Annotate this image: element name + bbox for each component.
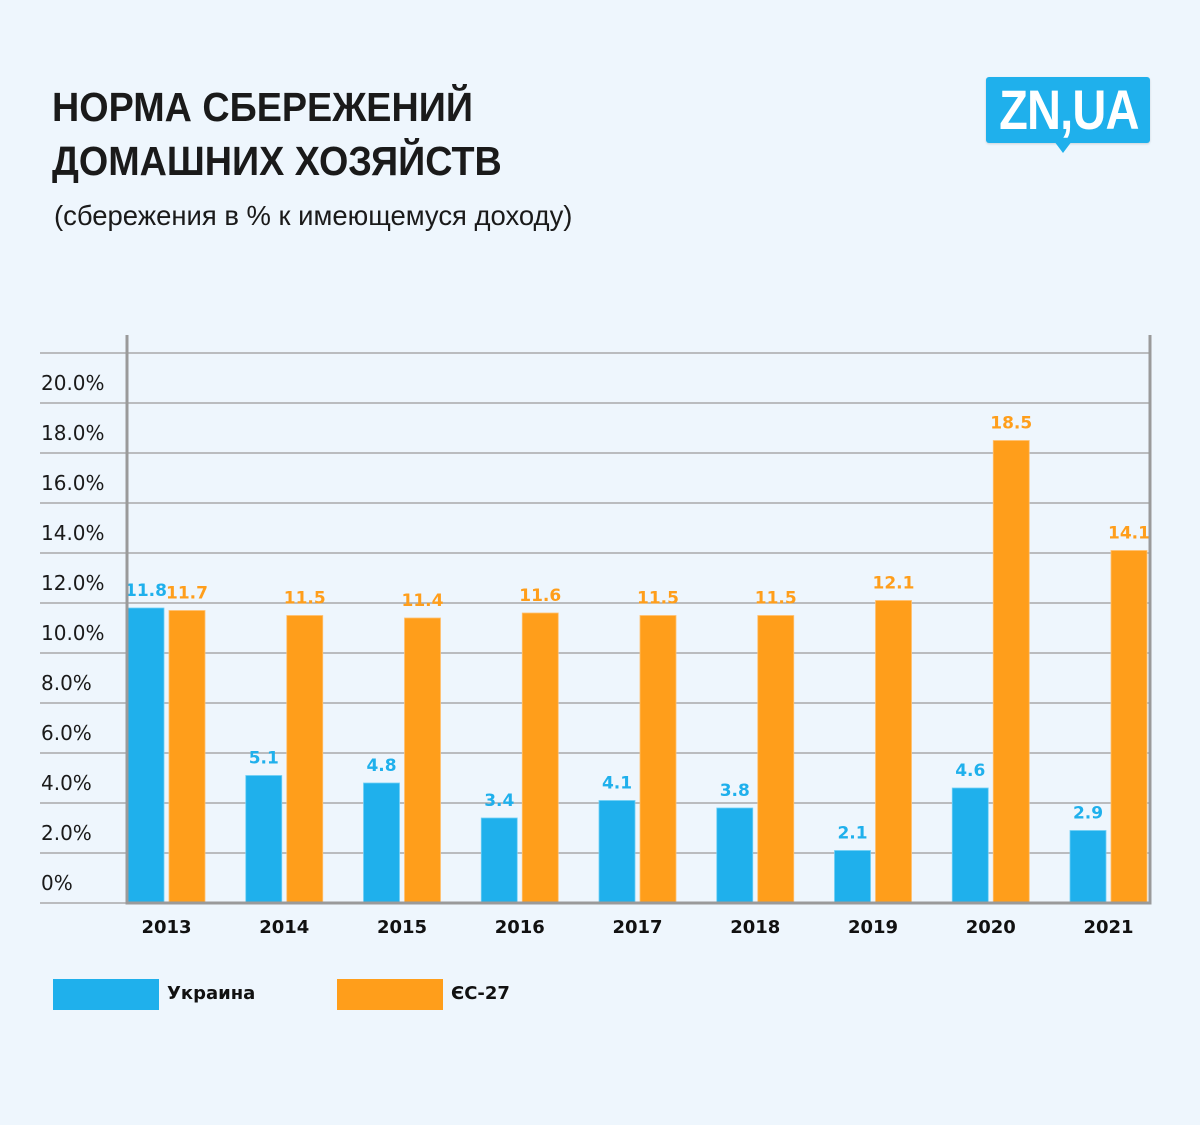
value-label-eu27: 12.1 bbox=[873, 574, 915, 594]
y-tick-label: 14.0% bbox=[41, 521, 105, 545]
y-tick-label: 16.0% bbox=[41, 471, 105, 495]
bar-eu27-2021 bbox=[1110, 550, 1148, 904]
bar-eu27-2016 bbox=[521, 612, 559, 904]
value-label-ukraine: 2.9 bbox=[1073, 804, 1103, 824]
legend-label-eu27: ЄС-27 bbox=[451, 983, 510, 1004]
x-tick-label: 2015 bbox=[377, 917, 427, 938]
value-label-ukraine: 3.8 bbox=[720, 781, 750, 801]
bar-eu27-2020 bbox=[992, 440, 1030, 904]
logo-text: ZN,UA bbox=[999, 78, 1139, 141]
value-label-eu27: 11.5 bbox=[637, 589, 679, 609]
bar-ukraine-2021 bbox=[1069, 830, 1107, 904]
x-tick-label: 2018 bbox=[730, 917, 780, 938]
y-tick-label: 8.0% bbox=[41, 671, 92, 695]
bar-ukraine-2020 bbox=[951, 787, 989, 904]
zn-ua-logo: ZN,UA bbox=[986, 77, 1150, 153]
legend-swatch-eu27 bbox=[337, 979, 443, 1010]
value-label-ukraine: 2.1 bbox=[837, 824, 867, 844]
bar-ukraine-2014 bbox=[245, 775, 283, 904]
value-label-ukraine: 4.1 bbox=[602, 774, 632, 794]
bar-ukraine-2019 bbox=[834, 850, 871, 904]
y-tick-label: 12.0% bbox=[41, 571, 105, 595]
bar-eu27-2017 bbox=[639, 615, 677, 904]
x-tick-label: 2017 bbox=[612, 917, 662, 938]
value-labels: 11.8 11.7 5.1 11.5 4.8 11.4 3.4 11.6 4.1 11.5 3.8 1… bbox=[125, 414, 1150, 844]
value-label-ukraine: 3.4 bbox=[484, 791, 514, 811]
bar-eu27-2015 bbox=[404, 617, 441, 904]
bar-ukraine-2013 bbox=[127, 607, 165, 904]
x-tick-label: 2014 bbox=[259, 917, 309, 938]
y-tick-label: 0% bbox=[41, 871, 73, 895]
y-tick-label: 18.0% bbox=[41, 421, 105, 445]
logo-speech-bubble-tail bbox=[1054, 141, 1072, 153]
x-tick-label: 2016 bbox=[495, 917, 545, 938]
value-label-eu27: 11.6 bbox=[519, 586, 561, 606]
chart-title: НОРМА СБЕРЕЖЕНИЙ ДОМАШНИХ ХОЗЯЙСТВ bbox=[52, 80, 502, 188]
x-axis-tick-labels: 2013 2014 2015 2016 2017 2018 2019 2020 2021 bbox=[141, 917, 1133, 938]
value-label-ukraine: 11.8 bbox=[125, 581, 167, 601]
value-label-ukraine: 4.8 bbox=[366, 756, 396, 776]
value-label-eu27: 11.4 bbox=[402, 591, 444, 611]
bar-ukraine-2016 bbox=[480, 817, 518, 904]
chart-subtitle: (сбережения в % к имеющемуся доходу) bbox=[54, 200, 573, 231]
bar-ukraine-2018 bbox=[716, 807, 754, 904]
x-tick-label: 2020 bbox=[966, 917, 1016, 938]
value-label-eu27: 11.5 bbox=[284, 589, 326, 609]
value-label-eu27: 14.1 bbox=[1108, 524, 1150, 544]
chart-title-line-2: ДОМАШНИХ ХОЗЯЙСТВ bbox=[52, 138, 502, 184]
bar-eu27-2013 bbox=[168, 610, 206, 904]
value-label-ukraine: 4.6 bbox=[955, 761, 985, 781]
bars bbox=[127, 440, 1148, 904]
bar-ukraine-2015 bbox=[363, 782, 400, 904]
value-label-eu27: 11.7 bbox=[166, 584, 208, 604]
x-tick-label: 2021 bbox=[1083, 917, 1133, 938]
y-axis-tick-labels: 0% 2.0% 4.0% 6.0% 8.0% 10.0% 12.0% 14.0% 16.0% 18… bbox=[41, 371, 105, 895]
x-tick-label: 2013 bbox=[141, 917, 191, 938]
y-tick-label: 6.0% bbox=[41, 721, 92, 745]
logo-speech-bubble bbox=[986, 77, 1150, 143]
bar-eu27-2018 bbox=[757, 615, 795, 904]
y-tick-label: 4.0% bbox=[41, 771, 92, 795]
legend-swatch-ukraine bbox=[53, 979, 159, 1010]
value-label-ukraine: 5.1 bbox=[249, 749, 279, 769]
value-label-eu27: 18.5 bbox=[990, 414, 1032, 434]
bar-eu27-2019 bbox=[875, 600, 912, 904]
legend-label-ukraine: Украина bbox=[167, 983, 256, 1004]
chart-title-line-1: НОРМА СБЕРЕЖЕНИЙ bbox=[52, 84, 473, 130]
y-tick-label: 2.0% bbox=[41, 821, 92, 845]
x-tick-label: 2019 bbox=[848, 917, 898, 938]
bar-ukraine-2017 bbox=[598, 800, 636, 904]
y-tick-label: 20.0% bbox=[41, 371, 105, 395]
bar-eu27-2014 bbox=[286, 615, 324, 904]
y-tick-label: 10.0% bbox=[41, 621, 105, 645]
axes bbox=[125, 335, 1152, 905]
value-label-eu27: 11.5 bbox=[755, 589, 797, 609]
